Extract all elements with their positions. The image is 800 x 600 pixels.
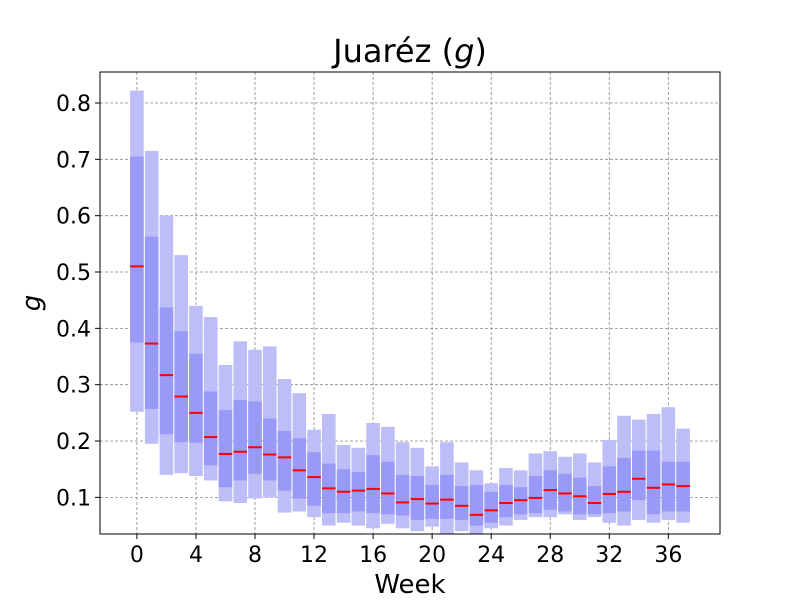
inner-band xyxy=(661,461,676,512)
inner-band xyxy=(307,452,321,506)
inner-band xyxy=(469,484,484,526)
inner-band xyxy=(174,331,188,443)
inner-band xyxy=(381,461,395,515)
chart-title: Juaréz (g) xyxy=(331,32,487,70)
inner-band xyxy=(366,455,380,514)
inner-band xyxy=(499,484,513,518)
inner-band xyxy=(233,399,248,481)
y-axis-ticks: 0.1 0.2 0.3 0.4 0.5 0.6 0.7 0.8 xyxy=(56,92,100,511)
y-tick-label: 0.7 xyxy=(56,148,91,173)
x-tick-label: 20 xyxy=(418,543,446,568)
inner-band xyxy=(277,430,292,491)
inner-band xyxy=(189,353,203,443)
x-tick-label: 24 xyxy=(477,543,505,568)
inner-band xyxy=(262,418,277,481)
median-lines xyxy=(130,265,690,516)
inner-band xyxy=(410,475,425,520)
y-tick-label: 0.8 xyxy=(56,92,91,117)
x-tick-label: 12 xyxy=(300,543,328,568)
y-tick-label: 0.6 xyxy=(56,205,91,230)
chart-title-close: ) xyxy=(474,32,486,70)
y-axis-label: g xyxy=(17,295,47,312)
inner-band xyxy=(646,450,661,515)
inner-band xyxy=(617,457,631,512)
x-tick-label: 16 xyxy=(359,543,387,568)
x-axis-label: Week xyxy=(374,570,445,600)
plot-frame xyxy=(99,71,721,535)
x-tick-label: 8 xyxy=(248,543,262,568)
inner-band xyxy=(632,450,646,501)
inner-band xyxy=(484,491,498,523)
x-tick-label: 32 xyxy=(595,543,623,568)
inner-band xyxy=(351,472,366,512)
x-tick-label: 36 xyxy=(654,543,682,568)
grid xyxy=(100,72,720,534)
inner-band xyxy=(292,438,307,499)
x-tick-label: 0 xyxy=(130,543,144,568)
inner-band xyxy=(440,474,454,519)
chart-title-main: Juaréz ( xyxy=(331,32,454,70)
inner-band xyxy=(425,484,439,519)
x-tick-label: 4 xyxy=(189,543,203,568)
inner-band xyxy=(248,401,262,474)
y-tick-label: 0.1 xyxy=(56,486,91,511)
inner-band xyxy=(203,391,218,466)
inner-band xyxy=(130,156,144,343)
inner-band xyxy=(395,474,410,516)
inner-band xyxy=(218,410,233,488)
inner-band xyxy=(159,307,174,435)
x-tick-label: 28 xyxy=(536,543,564,568)
inner-band xyxy=(602,466,617,514)
inner-band xyxy=(528,475,543,514)
inner-band xyxy=(144,236,159,409)
y-tick-label: 0.5 xyxy=(56,261,91,286)
inner-band xyxy=(454,486,469,520)
x-axis-ticks: 0 4 8 12 16 20 24 28 32 36 xyxy=(130,534,682,568)
y-tick-label: 0.4 xyxy=(56,317,91,342)
inner-band xyxy=(587,486,602,515)
chart-title-variable: g xyxy=(454,32,474,70)
y-tick-label: 0.3 xyxy=(56,374,91,399)
y-tick-label: 0.2 xyxy=(56,430,91,455)
